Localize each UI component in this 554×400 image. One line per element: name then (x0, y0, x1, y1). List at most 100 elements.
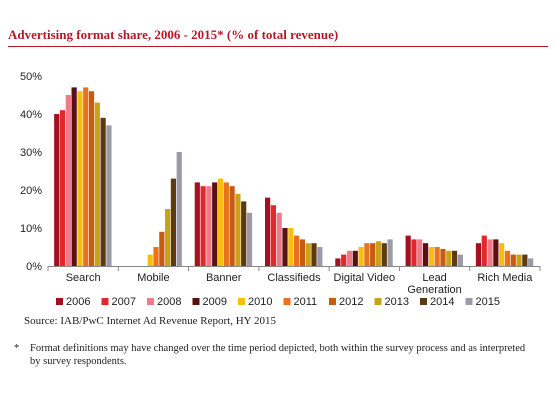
bar (282, 228, 288, 266)
bar (493, 239, 499, 266)
bar (434, 247, 440, 266)
bar (311, 243, 317, 266)
bar (276, 212, 282, 266)
bar (299, 239, 305, 266)
bar (94, 102, 100, 266)
x-tick-label: Lead Generation (407, 272, 461, 296)
bar (375, 241, 382, 266)
bar (59, 110, 66, 266)
x-tick-label: Mobile (137, 272, 169, 284)
x-axis: Search Mobile Banner Classifieds Digital Vid… (47, 266, 541, 296)
y-tick-label: 30% (20, 147, 42, 159)
bar (77, 91, 83, 266)
bar (499, 243, 505, 266)
source-note: Source: IAB/PwC Internet Ad Revenue Repo… (24, 315, 276, 327)
bar-group (335, 239, 393, 266)
y-axis: 0% 10% 20% 30% 40% 50% (20, 71, 42, 273)
legend-label: 2007 (112, 296, 136, 308)
bar (352, 250, 358, 266)
legend-item: 2010 (238, 296, 272, 308)
bar (265, 197, 271, 266)
bar (165, 209, 171, 266)
legend-swatch (147, 298, 154, 305)
legend-label: 2015 (476, 296, 500, 308)
legend-item: 2007 (101, 296, 136, 308)
bar (246, 212, 253, 266)
bar (229, 186, 235, 266)
bar (65, 95, 71, 266)
bar-group (475, 235, 534, 266)
bar (200, 186, 206, 266)
bar (335, 258, 341, 266)
legend-label: 2008 (157, 296, 181, 308)
bar (475, 243, 482, 266)
bar (223, 182, 229, 266)
bar (341, 254, 347, 266)
bar (411, 239, 417, 266)
legend-item: 2012 (329, 296, 363, 308)
bar (241, 201, 247, 266)
legend-label: 2006 (66, 296, 90, 308)
legend-item: 2006 (56, 296, 90, 308)
bar (440, 248, 446, 266)
bar (422, 243, 429, 266)
y-tick-label: 40% (20, 109, 42, 121)
y-tick-label: 50% (20, 71, 42, 83)
bar-group (194, 178, 253, 266)
bar (317, 247, 323, 266)
bar-group (147, 152, 182, 266)
x-tick-label: Rich Media (477, 272, 533, 284)
legend-swatch (283, 298, 291, 305)
legend-item: 2011 (283, 296, 318, 308)
bar (305, 243, 311, 266)
x-tick-label: Classifieds (267, 272, 321, 284)
bar (381, 243, 387, 266)
bar (487, 239, 493, 266)
bar (88, 91, 95, 266)
bar (446, 250, 452, 266)
legend-item: 2015 (465, 296, 500, 308)
legend-label: 2011 (294, 296, 318, 308)
bar (270, 205, 276, 266)
legend-label: 2010 (248, 296, 272, 308)
legend-item: 2009 (192, 296, 227, 308)
bar (364, 243, 370, 266)
bar (83, 87, 89, 267)
legend-swatch (374, 298, 382, 305)
bar (235, 193, 241, 266)
legend-swatch (420, 298, 427, 305)
bar (522, 254, 528, 266)
bar (346, 250, 353, 266)
legend-label: 2014 (430, 296, 454, 308)
bar (176, 152, 182, 266)
bar (194, 182, 200, 266)
bar (217, 178, 224, 266)
bar (405, 235, 411, 266)
footnote-mark: * (14, 343, 20, 354)
bar (481, 235, 487, 266)
legend-swatch (465, 298, 473, 305)
y-tick-label: 10% (20, 223, 42, 235)
bar (451, 250, 458, 266)
legend-swatch (329, 298, 336, 305)
x-tick-label: Search (66, 272, 101, 284)
bar (528, 258, 534, 266)
legend-item: 2013 (374, 296, 409, 308)
legend-label: 2013 (385, 296, 409, 308)
bar (71, 87, 77, 267)
bar (100, 117, 106, 266)
legend-swatch (238, 298, 245, 305)
footnote-text: Format definitions may have changed over… (30, 343, 526, 367)
chart-title: Advertising format share, 2006 - 2015* (… (8, 27, 339, 42)
bar (288, 228, 294, 266)
legend-item: 2008 (147, 296, 181, 308)
bar (504, 250, 511, 266)
legend-item: 2014 (420, 296, 454, 308)
legend-swatch (101, 298, 109, 305)
legend-label: 2009 (203, 296, 227, 308)
bar (106, 125, 112, 267)
bar (170, 178, 177, 266)
bar (54, 114, 60, 266)
title-divider (8, 46, 548, 47)
